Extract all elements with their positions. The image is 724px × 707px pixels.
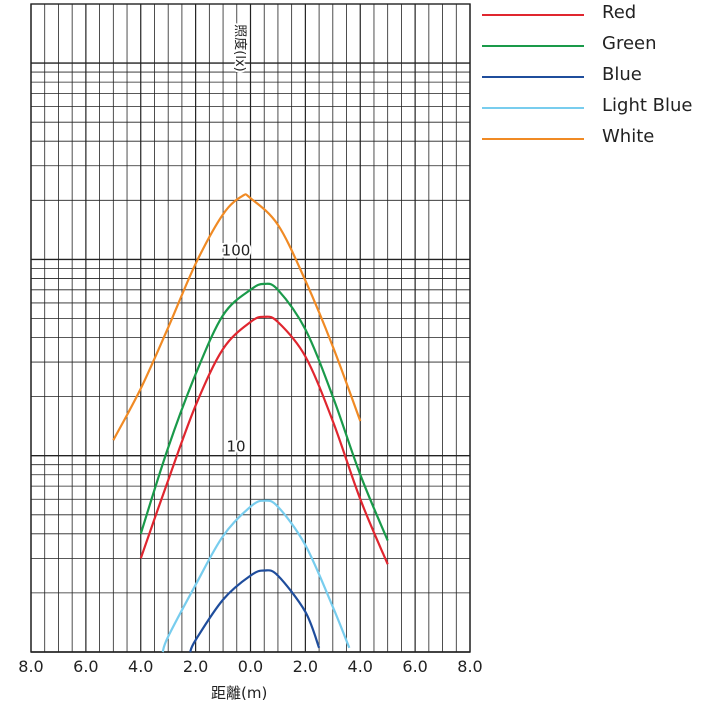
x-axis-label: 距離(m) [211,684,268,702]
legend-item-light-blue: Light Blue [482,93,722,123]
x-tick-label: 2.0 [293,657,318,676]
legend-item-green: Green [482,31,722,61]
legend-label: Blue [602,64,642,85]
x-tick-label: 4.0 [128,657,153,676]
plot-border [30,3,471,653]
legend-swatch [482,45,584,47]
legend-item-blue: Blue [482,62,722,92]
series-line-blue [189,569,321,653]
chart-grid [30,3,471,653]
legend-label: White [602,126,655,147]
legend-label: Light Blue [602,95,693,116]
x-tick-label: 4.0 [348,657,373,676]
x-tick-label: 6.0 [402,657,427,676]
legend-swatch [482,138,584,140]
series-line-green [139,282,389,541]
chart-ticks: 8.0 6.0 4.0 2.0 0.0 2.0 4.0 6.0 8.0 10 100 [18,239,482,676]
legend-swatch [482,107,584,109]
legend-label: Red [602,2,637,23]
x-tick-label: 8.0 [18,657,43,676]
y-tick-label: 10 [226,438,245,456]
series-line-white [112,193,362,441]
x-tick-label: 2.0 [183,657,208,676]
x-tick-label: 6.0 [73,657,98,676]
series-line-light-blue [161,499,351,653]
legend-item-white: White [482,124,722,154]
x-tick-label: 0.0 [238,657,263,676]
legend-item-red: Red [482,0,722,30]
chart-series [112,193,389,653]
y-axis-label: 照度(lx) [232,24,248,71]
y-tick-label: 100 [222,241,251,259]
series-line-red [139,315,389,565]
legend-swatch [482,76,584,78]
legend-swatch [482,14,584,16]
x-tick-label: 8.0 [457,657,482,676]
legend-label: Green [602,33,657,54]
